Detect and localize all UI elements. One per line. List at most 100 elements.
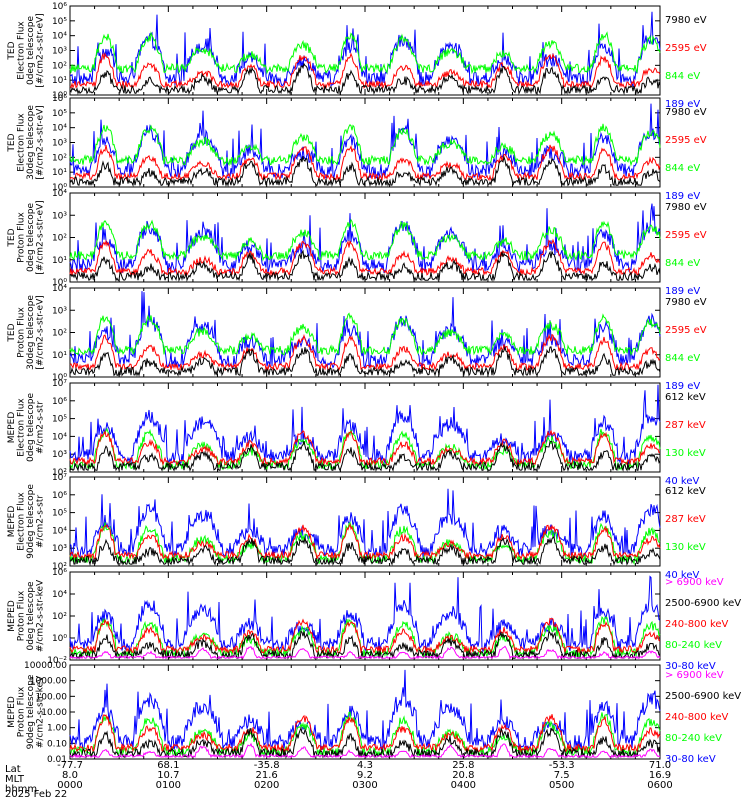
legend-entry: 844 eV: [665, 258, 700, 269]
y-tick-label: 10⁶: [52, 397, 67, 407]
y-tick-label: 10²: [52, 153, 67, 163]
x-tick-hhmm: 0000: [57, 780, 82, 791]
x-tick-lat: -77.7: [57, 760, 83, 771]
x-tick-mlt: 10.7: [157, 770, 179, 781]
legend-entry: 287 keV: [665, 420, 706, 431]
series-line: [69, 575, 661, 653]
legend-entry: 189 eV: [665, 286, 700, 297]
y-axis-label: [#/cm2-s-str-eV]: [36, 200, 46, 275]
legend-entry: 844 eV: [665, 353, 700, 364]
y-tick-label: 10.00: [41, 708, 67, 718]
y-axis-label: MEPED: [7, 696, 17, 728]
y-tick-label: 10⁷: [52, 379, 67, 389]
x-tick-mlt: 8.0: [62, 770, 78, 781]
y-tick-label: 10²: [52, 329, 67, 339]
legend-entry: 130 keV: [665, 448, 706, 459]
legend-entry: 612 keV: [665, 392, 706, 403]
series-line: [69, 523, 661, 561]
panel-5: 10² 10³ 10⁴ 10⁵ 10⁶ 10⁷ MEPED Electron Flux 0deg…: [7, 379, 706, 487]
y-axis-label: 90deg telescope: [26, 484, 36, 559]
x-row-label: Lat: [5, 764, 21, 775]
y-tick-label: 10²: [52, 234, 67, 244]
y-axis-label: 0deg telescope: [26, 393, 36, 463]
y-axis-label: Electron Flux: [17, 398, 27, 457]
legend-entry: 2500-6900 keV: [665, 691, 741, 702]
series-line: [69, 536, 661, 567]
y-tick-label: 10³: [52, 306, 67, 316]
x-tick-mlt: 7.5: [554, 770, 570, 781]
series-line: [69, 345, 661, 377]
y-tick-label: 10⁴: [52, 32, 67, 42]
plot-frame: [69, 382, 661, 473]
legend-entry: 612 keV: [665, 486, 706, 497]
y-tick-label: 10⁴: [52, 189, 67, 199]
plot-frame: [69, 287, 661, 378]
legend-entry: 40 keV: [665, 476, 699, 487]
x-tick-lat: 68.1: [157, 760, 179, 771]
legend-entry: 2595 eV: [665, 230, 707, 241]
y-tick-label: 10³: [52, 544, 67, 554]
y-tick-label: 10000.00: [24, 661, 67, 671]
series-line: [69, 31, 661, 75]
y-tick-label: 10⁴: [52, 124, 67, 134]
legend-entry: > 6900 keV: [665, 670, 724, 681]
y-tick-label: 0.10: [47, 739, 67, 749]
series-line: [69, 291, 661, 369]
y-axis-label: Proton Flux: [17, 307, 27, 358]
y-tick-label: 1000.00: [30, 677, 67, 687]
legend-entry: 7980 eV: [665, 15, 707, 26]
series-line: [69, 645, 661, 660]
series-line: [69, 440, 661, 473]
plot-frame: [69, 97, 661, 188]
y-tick-label: 10²: [52, 468, 67, 478]
y-axis-label: TED: [7, 41, 17, 60]
series-line: [69, 742, 661, 759]
y-tick-label: 10²: [52, 612, 67, 622]
y-axis-label: #/cm2-s-str-keV: [36, 675, 46, 748]
series-line: [69, 617, 661, 655]
y-tick-label: 10⁵: [52, 509, 67, 519]
x-tick-hhmm: 0100: [156, 780, 181, 791]
y-tick-label: 10⁰: [52, 634, 67, 644]
x-tick-lat: 71.0: [649, 760, 671, 771]
y-tick-label: 10⁰: [52, 278, 67, 288]
y-tick-label: 10⁵: [52, 415, 67, 425]
y-axis-label: TED: [7, 323, 17, 342]
series-line: [69, 62, 661, 96]
y-tick-label: 10¹: [52, 168, 67, 178]
x-tick-lat: 4.3: [357, 760, 373, 771]
legend-entry: 189 eV: [665, 99, 700, 110]
x-row-label: hhmm: [5, 784, 37, 795]
y-tick-label: 1.00: [47, 724, 67, 734]
legend-entry: 189 eV: [665, 381, 700, 392]
y-axis-label: MEPED: [7, 506, 17, 538]
x-tick-lat: -35.8: [254, 760, 280, 771]
x-row-label: 2025 Feb 22: [5, 789, 67, 800]
y-axis-label: [#/cm2-s-str-eV]: [36, 105, 46, 180]
series-line: [69, 333, 661, 372]
y-tick-label: 10⁵: [52, 17, 67, 27]
series-line: [69, 726, 661, 760]
y-tick-label: 10⁴: [52, 284, 67, 294]
panel-4: 10⁰ 10¹ 10² 10³ 10⁴ TED Proton Flux 30deg teles…: [7, 284, 707, 392]
y-tick-label: 10⁶: [52, 568, 67, 578]
y-axis-label: 30deg telescope: [26, 105, 36, 180]
y-tick-label: 10¹: [52, 351, 67, 361]
legend-entry: 240-800 keV: [665, 712, 729, 723]
y-axis-label: 0deg telescope: [26, 16, 36, 86]
y-tick-label: 10¹: [52, 76, 67, 86]
series-line: [69, 103, 661, 180]
series-line: [69, 629, 661, 660]
y-tick-label: 10³: [52, 450, 67, 460]
y-axis-label: [#/cm2-s-str-eV]: [36, 13, 46, 88]
y-tick-label: 10⁶: [52, 2, 67, 12]
series-line: [69, 249, 661, 283]
series-line: [69, 11, 661, 88]
y-tick-label: 10⁵: [52, 109, 67, 119]
legend-entry: 80-240 keV: [665, 733, 722, 744]
legend-entry: 240-800 keV: [665, 619, 729, 630]
y-tick-label: 10⁻²: [47, 656, 67, 666]
y-tick-label: 100.00: [36, 692, 68, 702]
x-tick-hhmm: 0200: [254, 780, 279, 791]
y-tick-label: 10⁴: [52, 526, 67, 536]
